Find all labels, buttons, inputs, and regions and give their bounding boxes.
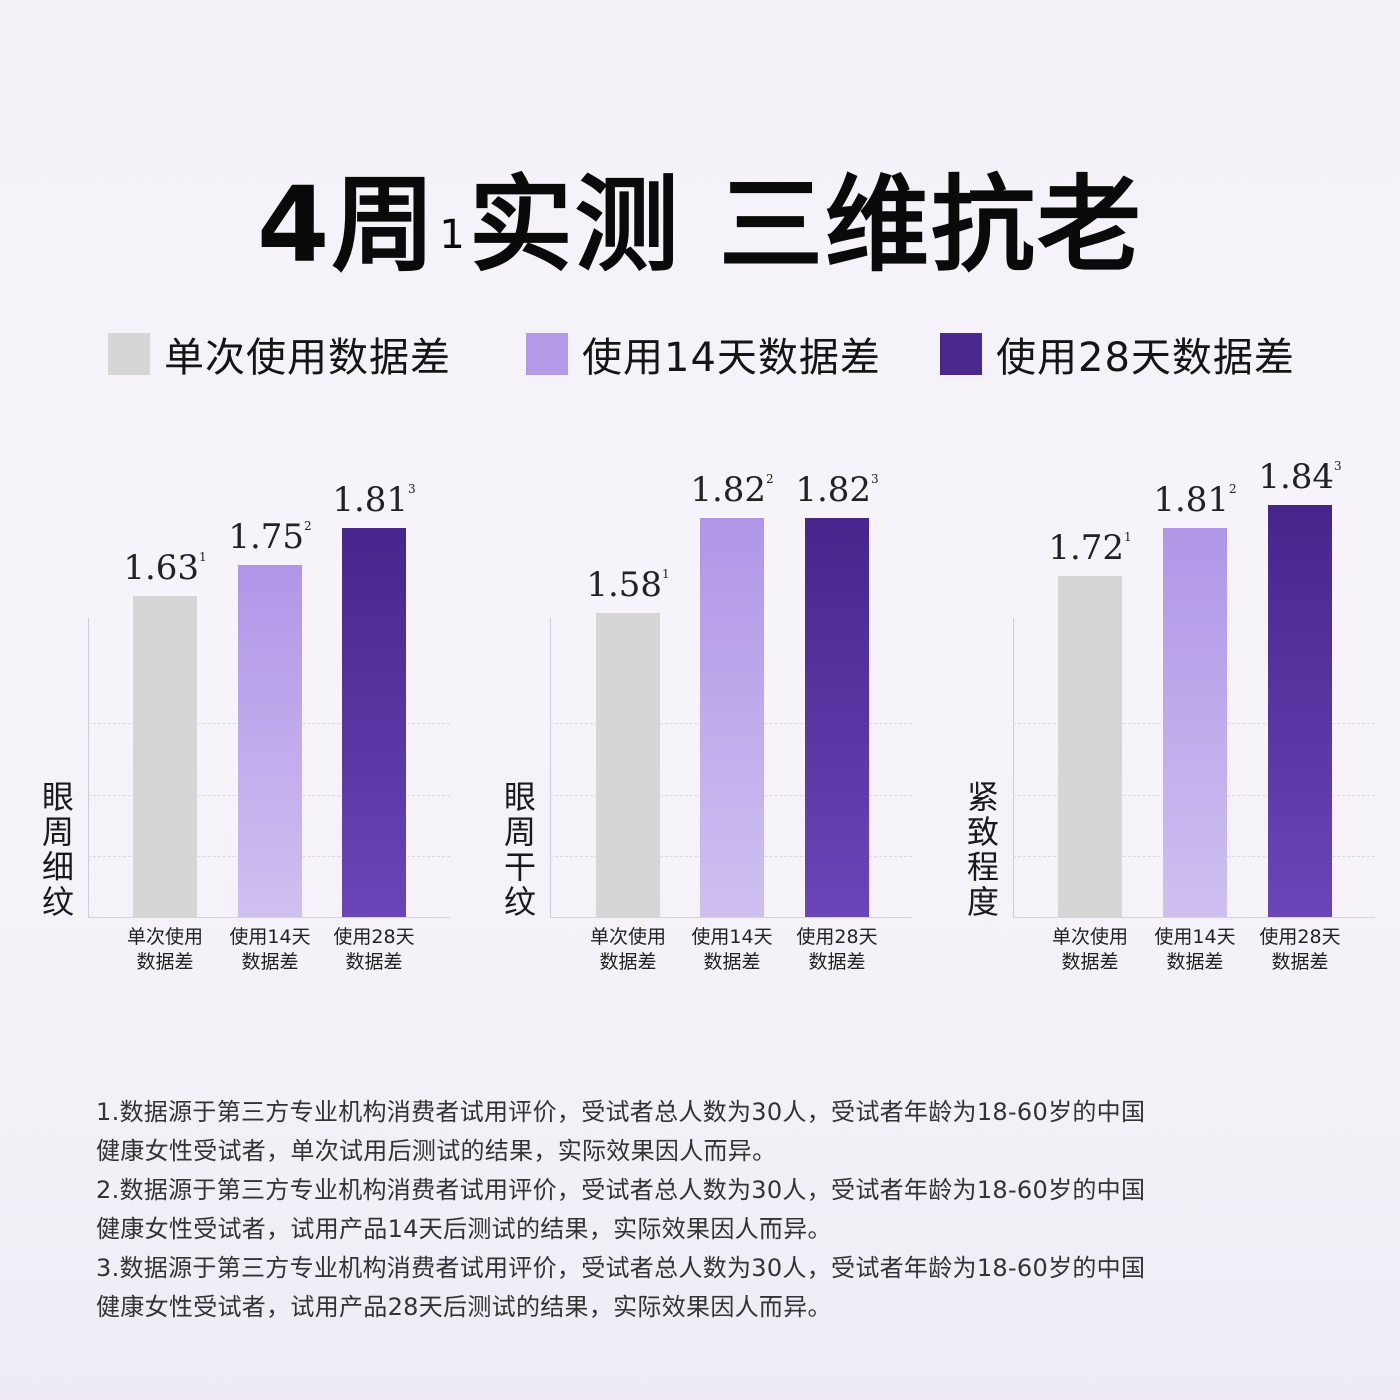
legend-swatch-14-days bbox=[526, 333, 568, 375]
bar-single bbox=[133, 596, 197, 917]
y-label-char: 程 bbox=[966, 848, 999, 886]
title-main: 4周 bbox=[256, 164, 438, 286]
y-label-char: 纹 bbox=[503, 883, 536, 921]
x-axis-line bbox=[550, 917, 912, 918]
bar-value-label: 1.721 bbox=[1048, 528, 1132, 568]
y-axis-label: 眼 周 干 纹 bbox=[500, 780, 540, 920]
footnote-line: 1.数据源于第三方专业机构消费者试用评价，受试者总人数为30人，受试者年龄为18… bbox=[96, 1098, 1146, 1126]
x-tick-label: 单次使用 数据差 bbox=[126, 926, 203, 973]
x-tick-label: 单次使用 数据差 bbox=[589, 926, 666, 973]
x-tick-label: 使用14天 数据差 bbox=[691, 926, 773, 973]
legend-item-14-days: 使用14天数据差 bbox=[526, 326, 881, 382]
legend-item-28-days: 使用28天数据差 bbox=[940, 326, 1295, 382]
bar-value-label: 1.823 bbox=[795, 470, 879, 510]
bar-value-label: 1.581 bbox=[586, 565, 670, 605]
bar-28-days bbox=[342, 528, 406, 917]
x-tick-label: 使用28天 数据差 bbox=[333, 926, 415, 973]
bar-14-days bbox=[238, 565, 302, 917]
footnotes: 1.数据源于第三方专业机构消费者试用评价，受试者总人数为30人，受试者年龄为18… bbox=[96, 1093, 1336, 1327]
footnote-line: 2.数据源于第三方专业机构消费者试用评价，受试者总人数为30人，受试者年龄为18… bbox=[96, 1176, 1146, 1204]
bar-single bbox=[1058, 576, 1122, 917]
bar-value-label: 1.813 bbox=[332, 480, 416, 520]
legend-swatch-28-days bbox=[940, 333, 982, 375]
legend-swatch-single bbox=[108, 333, 150, 375]
footnote-line: 健康女性受试者，试用产品14天后测试的结果，实际效果因人而异。 bbox=[96, 1215, 832, 1243]
chart-legend: 单次使用数据差 使用14天数据差 使用28天数据差 bbox=[0, 326, 1400, 382]
y-axis-line bbox=[88, 618, 89, 918]
x-tick-label: 单次使用 数据差 bbox=[1051, 926, 1128, 973]
y-axis-line bbox=[1013, 618, 1014, 918]
bar-value-label: 1.822 bbox=[690, 470, 774, 510]
legend-label: 使用14天数据差 bbox=[582, 335, 881, 381]
y-label-char: 干 bbox=[503, 848, 536, 886]
x-tick-label: 使用28天 数据差 bbox=[1259, 926, 1341, 973]
bar-single bbox=[596, 613, 660, 917]
y-label-char: 纹 bbox=[41, 883, 74, 921]
legend-label: 单次使用数据差 bbox=[164, 335, 451, 381]
x-tick-label: 使用14天 数据差 bbox=[1154, 926, 1236, 973]
title-rest: 实测 三维抗老 bbox=[468, 164, 1144, 286]
legend-item-single: 单次使用数据差 bbox=[108, 326, 451, 382]
y-axis-label: 眼 周 细 纹 bbox=[38, 780, 78, 920]
x-axis-line bbox=[1013, 917, 1375, 918]
y-label-char: 度 bbox=[966, 883, 999, 921]
bar-value-label: 1.752 bbox=[228, 517, 312, 557]
bar-14-days bbox=[1163, 528, 1227, 917]
chart-eye-fine-lines: 眼 周 细 纹 1.631 1.752 1.813 单次使用 数据差 使用14天数… bbox=[42, 440, 528, 1000]
bar-28-days bbox=[805, 518, 869, 917]
bar-28-days bbox=[1268, 505, 1332, 917]
y-label-char: 紧 bbox=[966, 778, 999, 816]
legend-label: 使用28天数据差 bbox=[996, 335, 1295, 381]
y-label-char: 细 bbox=[41, 848, 74, 886]
bar-14-days bbox=[700, 518, 764, 917]
title-footnote-ref: 1 bbox=[439, 212, 467, 258]
footnote-line: 健康女性受试者，试用产品28天后测试的结果，实际效果因人而异。 bbox=[96, 1293, 832, 1321]
y-label-char: 周 bbox=[503, 813, 536, 851]
chart-firmness: 紧 致 程 度 1.721 1.812 1.843 单次使用 数据差 使用14天数… bbox=[967, 440, 1400, 1000]
y-axis-line bbox=[550, 618, 551, 918]
footnote-line: 3.数据源于第三方专业机构消费者试用评价，受试者总人数为30人，受试者年龄为18… bbox=[96, 1254, 1146, 1282]
bar-value-label: 1.843 bbox=[1258, 457, 1342, 497]
x-axis-line bbox=[88, 917, 450, 918]
chart-eye-dry-lines: 眼 周 干 纹 1.581 1.822 1.823 单次使用 数据差 使用14天数… bbox=[504, 440, 990, 1000]
x-tick-label: 使用14天 数据差 bbox=[229, 926, 311, 973]
page-title: 4周1实测 三维抗老 bbox=[0, 160, 1400, 290]
y-label-char: 致 bbox=[966, 813, 999, 851]
y-label-char: 眼 bbox=[41, 778, 74, 816]
bar-value-label: 1.631 bbox=[123, 548, 207, 588]
x-tick-label: 使用28天 数据差 bbox=[796, 926, 878, 973]
footnote-line: 健康女性受试者，单次试用后测试的结果，实际效果因人而异。 bbox=[96, 1137, 777, 1165]
y-label-char: 眼 bbox=[503, 778, 536, 816]
y-label-char: 周 bbox=[41, 813, 74, 851]
bar-value-label: 1.812 bbox=[1153, 480, 1237, 520]
y-axis-label: 紧 致 程 度 bbox=[963, 780, 1003, 920]
